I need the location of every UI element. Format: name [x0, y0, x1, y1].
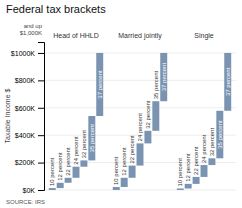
bar: [185, 184, 192, 189]
bar: [224, 53, 231, 111]
plot: $0K$200K$400K$600K$800K$1000K10 percent1…: [11, 32, 236, 194]
bar: [160, 53, 167, 101]
bar: [113, 187, 120, 190]
bar-label: 32 percent: [209, 128, 215, 157]
tick-label: $800K: [15, 77, 36, 84]
group-label: Married jointly: [118, 32, 162, 40]
bar-label: 32 percent: [81, 130, 87, 159]
tick: $1000K: [11, 50, 44, 57]
bar-label: 12 percent: [121, 147, 127, 176]
tick-mark: [38, 163, 44, 164]
bar: [88, 116, 95, 160]
chart: Federal tax brackets $0K $200K $400K $600K $8…: [0, 0, 242, 208]
bar: [73, 167, 80, 178]
tick: $600K: [15, 105, 44, 112]
axis-line: [38, 43, 45, 191]
tick-mark: [38, 135, 44, 136]
bar-label: 37 percent: [97, 70, 103, 99]
bar: [144, 131, 151, 144]
tick-mark: [38, 80, 44, 81]
y-label: Taxable Income $: [4, 88, 11, 143]
bar-label: 22 percent: [129, 135, 135, 164]
bar-labels: 10 percent12 percent22 percent24 percent…: [49, 63, 230, 187]
tick-mark: [38, 53, 44, 54]
bar: [216, 111, 223, 159]
bar-label: 24 percent: [73, 136, 79, 165]
bar: [96, 53, 103, 116]
bar: [177, 188, 184, 190]
tick: $800K: [15, 77, 44, 84]
bar: [57, 183, 64, 188]
bar: [193, 177, 200, 184]
tick: $400K: [15, 132, 44, 139]
bar-label: 24 percent: [137, 113, 143, 142]
bar: [137, 143, 144, 165]
bar-label: 10 percent: [113, 156, 119, 185]
grid-line: [44, 52, 236, 53]
bar-label: 12 percent: [57, 152, 63, 181]
grid: [44, 53, 236, 190]
y-axis: $0K $200K $400K $600K $800K $1000K: [11, 43, 45, 194]
bar: [80, 160, 87, 166]
bar-label: 12 percent: [185, 153, 191, 182]
annotation: and up$1,000K: [20, 23, 43, 36]
grid-line: [44, 190, 236, 191]
annotation-line: and up: [24, 23, 43, 29]
group-label: Head of HHLD: [53, 32, 99, 39]
tick-label: $600K: [15, 105, 36, 112]
bar-label: 32 percent: [145, 100, 151, 129]
bar-label: 35 percent: [89, 124, 95, 153]
tick-mark: [38, 108, 44, 109]
bar-label: 10 percent: [49, 157, 55, 186]
bar: [49, 188, 56, 190]
annotation-line: $1,000K: [20, 30, 42, 36]
bars: [49, 53, 231, 190]
bar: [208, 158, 215, 165]
tick-label: $200K: [15, 159, 36, 166]
tick-label: $400K: [15, 132, 36, 139]
bar-label: 35 percent: [153, 71, 159, 100]
grid-line: [44, 80, 236, 81]
title: Federal tax brackets: [6, 3, 106, 15]
bar: [65, 178, 72, 183]
tick-label: $0K: [23, 187, 36, 194]
bar-label: 37 percent: [225, 67, 231, 96]
bar-label: 35 percent: [217, 120, 223, 149]
bar: [121, 178, 128, 187]
bar-label: 10 percent: [177, 158, 183, 187]
tick-mark: [38, 190, 44, 191]
source: SOURCE: IRS: [6, 199, 45, 205]
bar: [201, 165, 208, 177]
bar-label: 24 percent: [201, 134, 207, 163]
tick-label: $1000K: [11, 50, 35, 57]
tick: $0K: [23, 187, 44, 194]
bar-label: 22 percent: [193, 146, 199, 175]
bar: [152, 101, 159, 131]
bar-label: 37 percent: [161, 63, 167, 92]
bar: [129, 166, 136, 178]
bar-label: 22 percent: [65, 147, 71, 176]
group-label: Single: [194, 32, 214, 40]
tick: $200K: [15, 159, 44, 166]
grid-line: [44, 107, 236, 108]
